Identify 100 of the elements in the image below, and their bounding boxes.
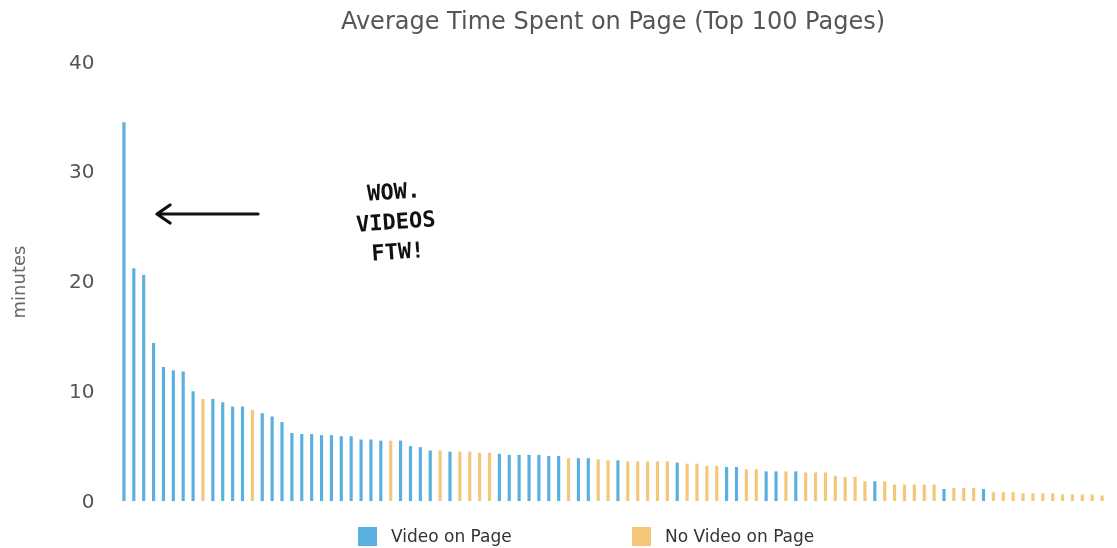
- bar: [636, 461, 640, 501]
- bar: [487, 452, 492, 501]
- bar: [853, 476, 857, 501]
- bar: [804, 472, 808, 501]
- bar: [329, 435, 333, 501]
- bar: [883, 481, 887, 501]
- text: No Video on Page: [665, 526, 815, 546]
- bar: [448, 451, 452, 501]
- bar: [181, 371, 185, 501]
- chart-title: Average Time Spent on Page (Top 100 Pages): [340, 7, 886, 35]
- annotation: WOW. VIDEOS FTW!: [355, 177, 437, 266]
- bar: [823, 472, 828, 501]
- bar: [250, 409, 254, 501]
- bar: [349, 436, 353, 501]
- y-tick-label: 10: [69, 378, 95, 403]
- bar: [1001, 492, 1005, 501]
- text: Video on Page: [391, 526, 512, 546]
- bar: [981, 488, 986, 501]
- bar: [1070, 494, 1075, 501]
- bar: [794, 471, 798, 501]
- bar: [438, 450, 442, 501]
- bar: [962, 487, 966, 501]
- bar: [339, 436, 343, 501]
- bar: [715, 465, 719, 501]
- bar: [576, 458, 580, 501]
- bar: [893, 484, 897, 501]
- bar: [784, 471, 788, 501]
- bar: [833, 475, 837, 501]
- y-tick-label: 0: [81, 488, 95, 513]
- bar: [1051, 493, 1055, 501]
- bar: [1060, 494, 1065, 501]
- bar: [922, 484, 926, 501]
- bar: [458, 451, 462, 501]
- bar: [359, 439, 363, 501]
- bar: [774, 471, 778, 501]
- bar: [231, 406, 235, 501]
- bar: [725, 466, 729, 501]
- bar: [1100, 495, 1104, 501]
- bar: [942, 488, 946, 501]
- bar: [151, 342, 156, 501]
- bar: [1021, 493, 1025, 501]
- bar: [497, 453, 501, 501]
- bar: [527, 454, 531, 501]
- bar: [369, 439, 373, 501]
- bar: [290, 432, 294, 501]
- bar: [428, 450, 432, 501]
- bar: [300, 434, 304, 501]
- bar: [991, 492, 995, 501]
- bar: [537, 454, 541, 501]
- bar: [221, 402, 225, 501]
- bar: [1090, 494, 1094, 501]
- bar: [161, 367, 166, 501]
- bar: [260, 413, 264, 501]
- bar: [952, 487, 956, 501]
- bar: [734, 466, 739, 501]
- bar: [606, 460, 610, 501]
- bar: [863, 481, 867, 501]
- bar: [310, 434, 314, 501]
- bar: [873, 481, 877, 501]
- bar: [764, 471, 768, 501]
- bar: [754, 469, 758, 501]
- bar: [566, 458, 571, 501]
- bar: [319, 435, 324, 501]
- bar: [240, 406, 245, 501]
- bar: [695, 463, 699, 501]
- y-axis-title: minutes: [8, 245, 30, 319]
- bar: [932, 484, 936, 501]
- bar: [655, 461, 660, 501]
- bar: [1011, 492, 1015, 501]
- y-tick-label: 40: [69, 49, 95, 74]
- bar: [1041, 493, 1045, 501]
- y-tick-label: 20: [69, 269, 95, 293]
- bar: [902, 484, 907, 501]
- bar: [1031, 493, 1035, 501]
- bar: [478, 452, 482, 501]
- bar: [557, 456, 561, 501]
- bar: [517, 454, 521, 501]
- bar: [398, 440, 403, 501]
- bar: [626, 461, 630, 501]
- bar: [142, 274, 146, 501]
- bar: [507, 454, 511, 501]
- bar: [685, 463, 689, 501]
- bar: [270, 416, 274, 501]
- bar: [646, 461, 650, 501]
- bar: [586, 458, 590, 501]
- bar: [280, 421, 284, 501]
- bar: [122, 122, 126, 501]
- bar: [813, 472, 818, 501]
- bar: [418, 447, 422, 501]
- bar: [616, 460, 620, 501]
- bar: [201, 398, 205, 501]
- bar: [665, 461, 669, 501]
- bar: [843, 476, 847, 501]
- bar: [132, 268, 136, 501]
- bar: [191, 391, 195, 501]
- bar: [468, 451, 472, 501]
- bar: [596, 459, 600, 501]
- bar: [379, 440, 383, 501]
- bar: [211, 398, 215, 501]
- bar: [1080, 494, 1084, 501]
